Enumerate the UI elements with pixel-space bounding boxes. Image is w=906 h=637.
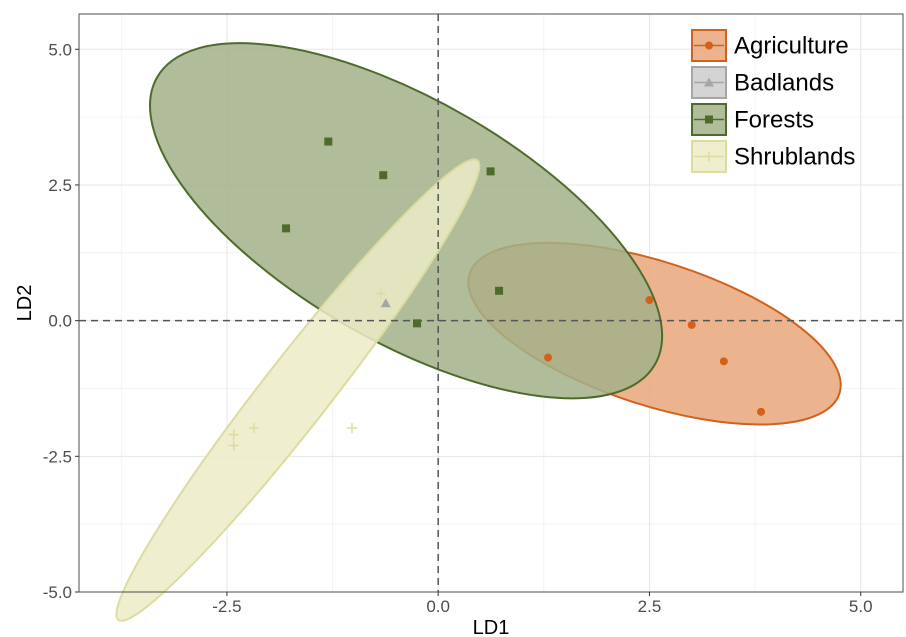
legend-key-agriculture (691, 29, 727, 62)
legend-label-shrublands: Shrublands (734, 144, 855, 171)
point-shrublands-4 (375, 288, 386, 299)
y-axis-title: LD2 (14, 285, 36, 322)
legend: Agriculture Badlands Forests Shrublands (691, 29, 855, 173)
point-forests-5 (413, 319, 422, 328)
legend-marker-agriculture (705, 41, 713, 50)
point-shrublands-0 (228, 429, 239, 440)
y-tick-label: 0.0 (48, 312, 72, 331)
x-tick-label: 2.5 (638, 597, 662, 616)
y-tick-label: 2.5 (48, 176, 72, 195)
legend-marker-shrublands (704, 151, 714, 162)
confidence-ellipses (115, 42, 842, 622)
point-agriculture-2 (687, 320, 696, 329)
ellipse-shrublands (115, 158, 481, 622)
point-forests-2 (379, 171, 388, 180)
legend-marker-forests (705, 115, 713, 124)
data-points (228, 137, 766, 451)
point-forests-1 (324, 137, 333, 146)
x-tick-label: 0.0 (426, 597, 450, 616)
reference-lines (79, 14, 903, 592)
point-agriculture-0 (544, 353, 553, 362)
point-forests-3 (486, 167, 495, 176)
y-tick-label: -5.0 (43, 583, 72, 602)
point-forests-0 (282, 224, 291, 233)
point-shrublands-2 (248, 423, 259, 434)
point-agriculture-4 (757, 407, 766, 416)
legend-marker-badlands (704, 77, 714, 87)
point-shrublands-1 (228, 440, 239, 451)
legend-label-forests: Forests (734, 107, 814, 134)
x-tick-label: 5.0 (849, 597, 873, 616)
axis-ticks: -2.5 0.0 2.5 5.0 -5.0 -2.5 0.0 2.5 5.0 (43, 40, 873, 616)
x-axis-title: LD1 (473, 617, 510, 637)
point-agriculture-1 (645, 296, 654, 305)
x-tick-label: -2.5 (212, 597, 241, 616)
legend-key-badlands (691, 66, 727, 99)
point-agriculture-3 (719, 357, 728, 366)
y-tick-label: -2.5 (43, 447, 72, 466)
legend-key-shrublands (691, 140, 727, 173)
point-shrublands-3 (346, 423, 357, 434)
legend-label-badlands: Badlands (734, 70, 834, 97)
plot-panel-border (78, 13, 904, 593)
point-badlands-0 (380, 298, 391, 308)
legend-key-forests (691, 103, 727, 136)
legend-label-agriculture: Agriculture (734, 33, 849, 60)
point-forests-4 (495, 286, 504, 295)
y-tick-label: 5.0 (48, 40, 72, 59)
